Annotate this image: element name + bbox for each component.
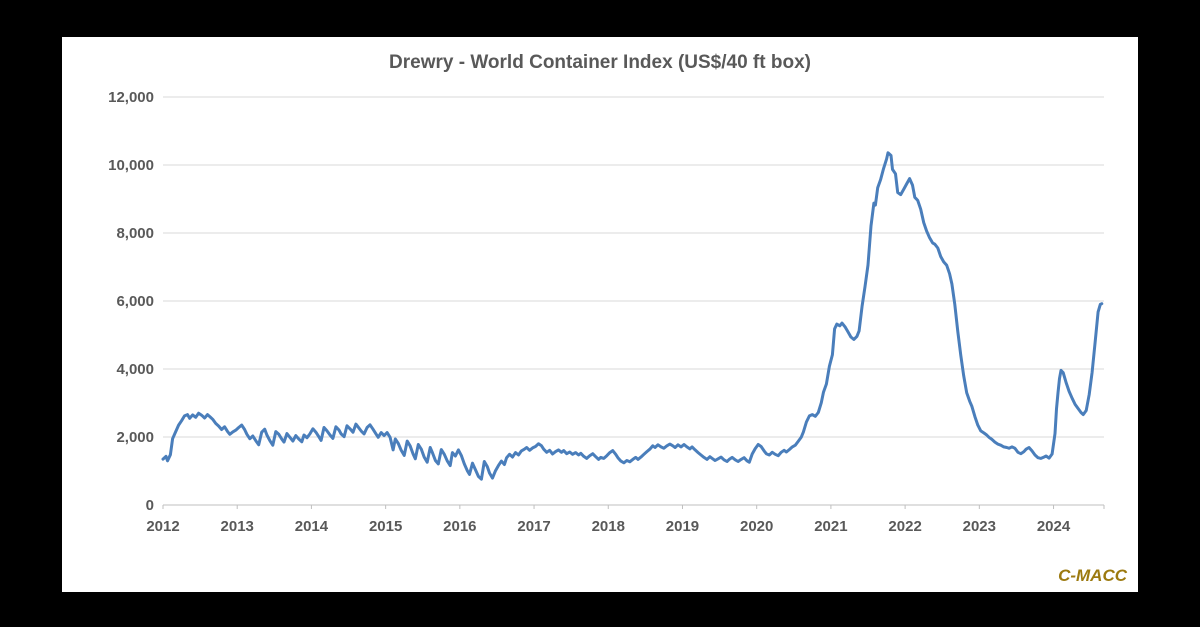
- y-tick-label: 8,000: [116, 225, 154, 242]
- y-tick-label: 6,000: [116, 293, 154, 310]
- x-tick-label: 2017: [517, 518, 550, 535]
- gridlines: [163, 96, 1104, 506]
- x-tick-label: 2022: [888, 518, 921, 535]
- y-tick-label: 12,000: [108, 89, 154, 106]
- x-axis-labels: 2012 2013 2014 2015 2016 2017 2018 2019 2020 2021…: [146, 518, 1071, 535]
- x-tick-label: 2012: [146, 518, 179, 535]
- cmacc-watermark: C-MACC: [1058, 566, 1127, 585]
- x-tick-label: 2023: [963, 518, 996, 535]
- x-tick-label: 2024: [1037, 518, 1071, 535]
- x-tick-label: 2013: [221, 518, 254, 535]
- x-tick-label: 2015: [369, 518, 402, 535]
- x-tick-label: 2021: [814, 518, 847, 535]
- chart-title: Drewry - World Container Index (US$/40 f…: [389, 52, 811, 73]
- y-tick-label: 2,000: [116, 429, 154, 446]
- y-tick-label: 10,000: [108, 157, 154, 174]
- x-tick-label: 2018: [592, 518, 625, 535]
- x-tick-label: 2020: [740, 518, 773, 535]
- chart-panel: 0 2,000 4,000 6,000 8,000 10,000 12,000 2012 201…: [62, 37, 1138, 592]
- x-tick-label: 2014: [295, 518, 329, 535]
- y-axis-labels: 0 2,000 4,000 6,000 8,000 10,000 12,000: [108, 89, 154, 514]
- x-tick-label: 2019: [666, 518, 699, 535]
- y-tick-label: 0: [146, 497, 154, 514]
- x-tick-label: 2016: [443, 518, 476, 535]
- x-axis: [162, 505, 1105, 509]
- wci-series-line: [161, 151, 1104, 481]
- y-tick-label: 4,000: [116, 361, 154, 378]
